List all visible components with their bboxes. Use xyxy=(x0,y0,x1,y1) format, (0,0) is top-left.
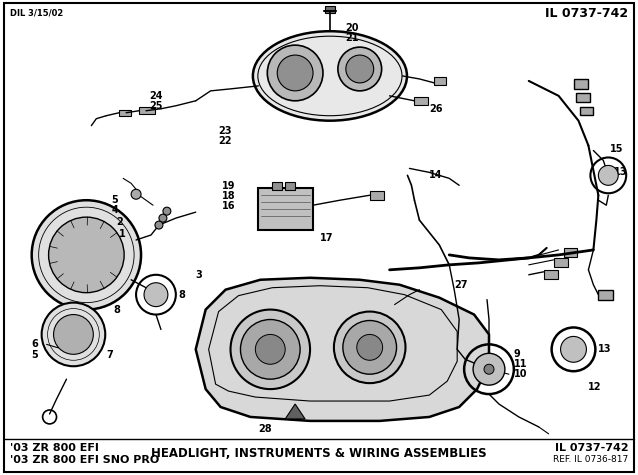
Bar xyxy=(544,270,558,279)
Text: 16: 16 xyxy=(222,201,235,211)
Circle shape xyxy=(346,55,374,83)
Bar xyxy=(574,79,588,89)
Text: 6: 6 xyxy=(32,339,38,350)
Text: 19: 19 xyxy=(222,181,235,191)
Text: 2: 2 xyxy=(116,217,123,227)
Text: '03 ZR 800 EFI SNO PRO: '03 ZR 800 EFI SNO PRO xyxy=(10,455,159,465)
Text: HEADLIGHT, INSTRUMENTS & WIRING ASSEMBLIES: HEADLIGHT, INSTRUMENTS & WIRING ASSEMBLI… xyxy=(151,447,487,460)
Bar xyxy=(258,188,313,230)
Text: 15: 15 xyxy=(611,143,624,153)
Bar xyxy=(285,182,295,190)
Text: IL 0737-742: IL 0737-742 xyxy=(554,443,628,453)
Bar xyxy=(577,93,590,102)
Circle shape xyxy=(267,45,323,101)
Text: 8: 8 xyxy=(113,304,120,314)
Circle shape xyxy=(473,353,505,385)
Circle shape xyxy=(241,320,300,379)
Text: DIL 3/15/02: DIL 3/15/02 xyxy=(10,9,63,18)
Bar xyxy=(119,110,131,116)
Text: 1: 1 xyxy=(119,229,126,239)
Bar xyxy=(434,77,446,85)
Circle shape xyxy=(41,303,105,366)
Circle shape xyxy=(278,55,313,91)
Text: 26: 26 xyxy=(429,104,443,114)
Bar xyxy=(581,107,593,115)
Text: 18: 18 xyxy=(222,191,235,201)
Bar xyxy=(415,97,428,105)
Text: 24: 24 xyxy=(149,91,163,101)
Text: 17: 17 xyxy=(320,233,334,243)
Circle shape xyxy=(48,217,124,293)
Bar xyxy=(139,107,155,114)
Circle shape xyxy=(155,221,163,229)
Text: 5: 5 xyxy=(111,195,118,205)
Text: 28: 28 xyxy=(258,424,272,434)
Circle shape xyxy=(230,310,310,389)
Circle shape xyxy=(334,312,406,383)
Circle shape xyxy=(598,165,618,185)
Text: 7: 7 xyxy=(107,350,113,361)
Circle shape xyxy=(343,321,397,374)
Text: 8: 8 xyxy=(179,290,186,300)
Text: 11: 11 xyxy=(514,359,528,369)
Text: '03 ZR 800 EFI: '03 ZR 800 EFI xyxy=(10,443,99,453)
Text: 10: 10 xyxy=(514,369,528,379)
Circle shape xyxy=(255,334,285,364)
Bar xyxy=(598,290,613,300)
Bar xyxy=(554,258,568,267)
Circle shape xyxy=(338,47,382,91)
Circle shape xyxy=(159,214,167,222)
Bar xyxy=(43,342,52,347)
Circle shape xyxy=(32,200,141,310)
Text: 3: 3 xyxy=(196,270,202,280)
Bar xyxy=(325,6,335,13)
Circle shape xyxy=(131,189,141,199)
Text: 4: 4 xyxy=(111,205,118,215)
Text: 13: 13 xyxy=(614,167,628,177)
Text: 12: 12 xyxy=(588,382,602,392)
Circle shape xyxy=(357,334,383,360)
Text: REF. IL 0736-817: REF. IL 0736-817 xyxy=(553,455,628,464)
Text: IL 0737-742: IL 0737-742 xyxy=(545,7,628,20)
Text: 23: 23 xyxy=(219,125,232,136)
Ellipse shape xyxy=(253,31,407,121)
Circle shape xyxy=(54,314,93,354)
Circle shape xyxy=(561,336,586,362)
Text: 9: 9 xyxy=(514,349,521,359)
Polygon shape xyxy=(196,278,489,421)
Text: 5: 5 xyxy=(32,350,38,361)
Circle shape xyxy=(144,283,168,306)
Text: 25: 25 xyxy=(149,101,163,111)
Text: 27: 27 xyxy=(454,280,468,290)
Bar xyxy=(369,191,383,200)
Text: 13: 13 xyxy=(598,344,612,354)
Text: 14: 14 xyxy=(429,171,443,180)
Bar xyxy=(563,248,577,257)
Text: 22: 22 xyxy=(219,135,232,145)
Text: 20: 20 xyxy=(345,23,359,33)
Bar xyxy=(272,182,282,190)
Text: 21: 21 xyxy=(345,33,359,43)
Polygon shape xyxy=(285,404,305,419)
Circle shape xyxy=(163,207,171,215)
Circle shape xyxy=(484,364,494,374)
